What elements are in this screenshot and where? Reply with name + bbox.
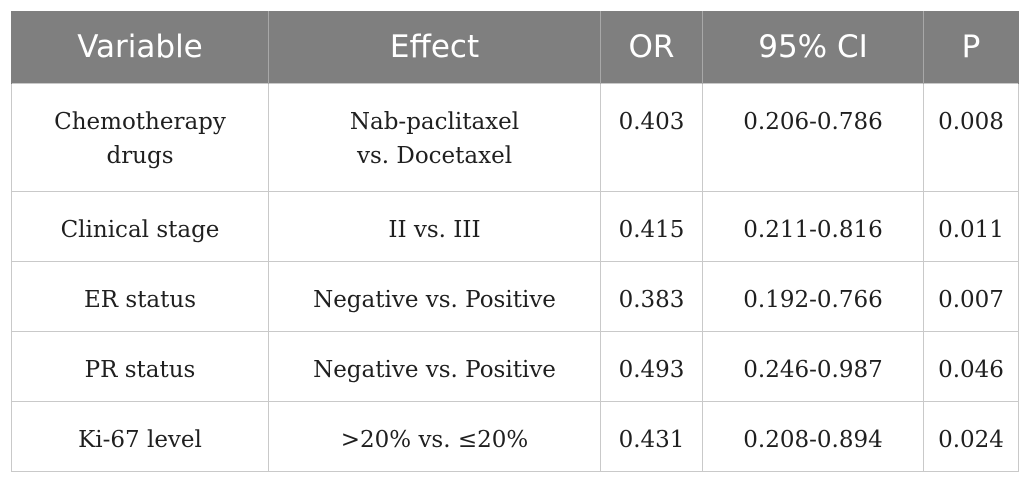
header-ci: 95% CI <box>702 11 924 84</box>
cell-p: 0.011 <box>923 191 1019 262</box>
results-table: Variable Effect OR 95% CI P Chemotherapy… <box>11 11 1019 472</box>
cell-variable: PR status <box>11 331 269 402</box>
cell-ci: 0.192-0.766 <box>702 261 924 332</box>
cell-ci: 0.246-0.987 <box>702 331 924 402</box>
header-variable: Variable <box>11 11 269 84</box>
cell-effect: Negative vs. Positive <box>268 261 601 332</box>
cell-p: 0.007 <box>923 261 1019 332</box>
cell-effect: Nab-paclitaxel vs. Docetaxel <box>268 83 601 192</box>
cell-effect: >20% vs. ≤20% <box>268 401 601 472</box>
cell-ci: 0.208-0.894 <box>702 401 924 472</box>
cell-variable: ER status <box>11 261 269 332</box>
table-row: PR status Negative vs. Positive 0.493 0.… <box>11 331 1019 402</box>
cell-p: 0.008 <box>923 83 1019 192</box>
cell-effect-line: Nab-paclitaxel <box>349 109 520 135</box>
cell-ci: 0.206-0.786 <box>702 83 924 192</box>
cell-p: 0.046 <box>923 331 1019 402</box>
cell-effect: Negative vs. Positive <box>268 331 601 402</box>
header-effect: Effect <box>268 11 601 84</box>
table-row: ER status Negative vs. Positive 0.383 0.… <box>11 261 1019 332</box>
cell-variable-line: drugs <box>106 143 174 169</box>
header-p: P <box>923 11 1019 84</box>
cell-or: 0.493 <box>600 331 703 402</box>
cell-variable: Clinical stage <box>11 191 269 262</box>
cell-or: 0.415 <box>600 191 703 262</box>
cell-or: 0.403 <box>600 83 703 192</box>
table-row: Clinical stage II vs. III 0.415 0.211-0.… <box>11 191 1019 262</box>
cell-or: 0.383 <box>600 261 703 332</box>
cell-variable: Ki-67 level <box>11 401 269 472</box>
cell-effect: II vs. III <box>268 191 601 262</box>
cell-variable: Chemotherapy drugs <box>11 83 269 192</box>
cell-p: 0.024 <box>923 401 1019 472</box>
header-or: OR <box>600 11 703 84</box>
cell-ci: 0.211-0.816 <box>702 191 924 262</box>
header-row: Variable Effect OR 95% CI P <box>11 11 1019 84</box>
table-row: Ki-67 level >20% vs. ≤20% 0.431 0.208-0.… <box>11 401 1019 472</box>
cell-effect-line: vs. Docetaxel <box>356 143 513 169</box>
table-row: Chemotherapy drugs Nab-paclitaxel vs. Do… <box>11 83 1019 192</box>
cell-or: 0.431 <box>600 401 703 472</box>
cell-variable-line: Chemotherapy <box>54 109 226 135</box>
